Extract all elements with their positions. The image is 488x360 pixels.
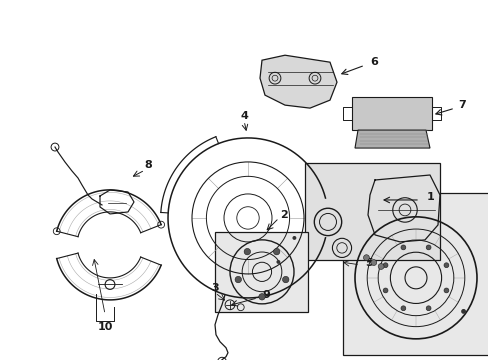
Circle shape [443, 288, 448, 293]
Text: 3: 3 [211, 283, 218, 293]
Bar [305, 163, 439, 260]
Circle shape [244, 248, 250, 255]
Circle shape [258, 294, 264, 300]
Circle shape [382, 288, 387, 293]
Circle shape [460, 309, 465, 314]
Text: 9: 9 [262, 290, 269, 300]
Text: 8: 8 [144, 160, 152, 170]
Circle shape [276, 260, 280, 264]
Text: 2: 2 [280, 210, 287, 220]
Polygon shape [351, 97, 431, 130]
Text: 10: 10 [97, 322, 113, 332]
Polygon shape [354, 130, 429, 148]
Bar [342, 193, 488, 355]
Circle shape [426, 306, 430, 311]
Circle shape [370, 260, 376, 265]
Text: 1: 1 [426, 192, 434, 202]
Circle shape [282, 276, 288, 283]
Text: 7: 7 [457, 100, 465, 110]
Circle shape [400, 245, 405, 250]
Circle shape [363, 255, 368, 261]
Text: 5: 5 [364, 258, 372, 268]
Circle shape [377, 264, 383, 269]
Polygon shape [260, 55, 336, 108]
Circle shape [443, 263, 448, 268]
Circle shape [235, 276, 241, 283]
Text: 4: 4 [240, 111, 247, 121]
Circle shape [382, 263, 387, 268]
Circle shape [273, 248, 279, 255]
Circle shape [292, 236, 296, 240]
Circle shape [400, 306, 405, 311]
Circle shape [426, 245, 430, 250]
Text: 6: 6 [369, 57, 377, 67]
Bar [215, 232, 307, 312]
